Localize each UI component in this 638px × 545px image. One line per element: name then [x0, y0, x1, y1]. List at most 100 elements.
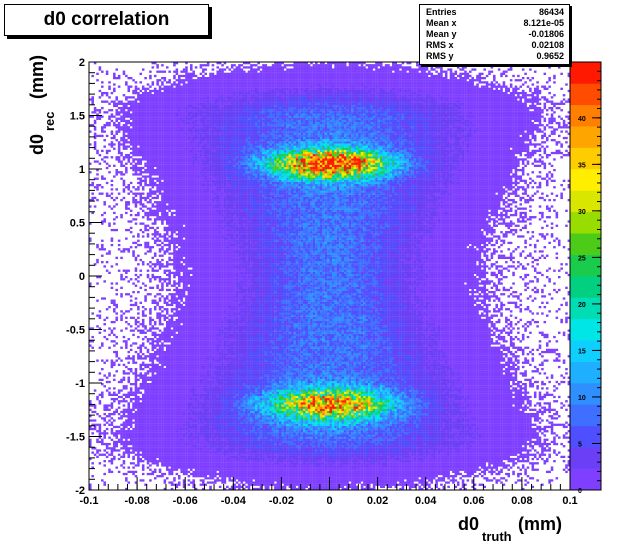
heatmap-cell	[267, 460, 270, 462]
heatmap-cell	[406, 466, 409, 468]
heatmap-cell	[113, 445, 116, 447]
heatmap-cell	[507, 456, 510, 458]
heatmap-cell	[277, 432, 280, 434]
heatmap-cell	[349, 464, 352, 466]
heatmap-cell	[421, 484, 424, 486]
heatmap-cell	[310, 464, 313, 466]
heatmap-cell	[221, 473, 224, 475]
heatmap-cell	[481, 454, 484, 456]
heatmap-cell	[164, 437, 167, 439]
heatmap-cell	[411, 441, 414, 443]
heatmap-cell	[553, 439, 556, 441]
heatmap-cell	[178, 454, 181, 456]
heatmap-cell	[315, 471, 318, 473]
heatmap-cell	[245, 486, 248, 488]
heatmap-cell	[255, 473, 258, 475]
heatmap-cell	[123, 462, 126, 464]
heatmap-cell	[236, 462, 239, 464]
heatmap-cell	[233, 437, 236, 439]
heatmap-cell	[274, 447, 277, 449]
heatmap-cell	[522, 449, 525, 451]
heatmap-cell	[378, 443, 381, 445]
heatmap-cell	[431, 460, 434, 462]
heatmap-cell	[183, 445, 186, 447]
heatmap-cell	[349, 445, 352, 447]
heatmap-cell	[173, 454, 176, 456]
heatmap-cell	[190, 473, 193, 475]
heatmap-cell	[262, 447, 265, 449]
heatmap-cell	[192, 456, 195, 458]
heatmap-cell	[356, 458, 359, 460]
heatmap-cell	[476, 432, 479, 434]
heatmap-cell	[445, 466, 448, 468]
heatmap-cell	[445, 432, 448, 434]
heatmap-cell	[180, 451, 183, 453]
heatmap-cell	[491, 445, 494, 447]
heatmap-cell	[140, 441, 143, 443]
heatmap-cell	[289, 432, 292, 434]
heatmap-cell	[443, 456, 446, 458]
heatmap-cell	[315, 447, 318, 449]
heatmap-cell	[354, 449, 357, 451]
heatmap-cell	[166, 451, 169, 453]
heatmap-cell	[433, 451, 436, 453]
heatmap-cell	[515, 437, 518, 439]
heatmap-cell	[527, 443, 530, 445]
heatmap-cell	[421, 481, 424, 483]
heatmap-cell	[106, 447, 109, 449]
heatmap-cell	[438, 464, 441, 466]
heatmap-cell	[445, 437, 448, 439]
heatmap-cell	[219, 443, 222, 445]
heatmap-cell	[320, 447, 323, 449]
heatmap-cell	[144, 447, 147, 449]
heatmap-cell	[366, 432, 369, 434]
heatmap-cell	[190, 434, 193, 436]
heatmap-cell	[361, 439, 364, 441]
heatmap-cell	[346, 477, 349, 479]
heatmap-cell	[493, 454, 496, 456]
heatmap-cell	[325, 471, 328, 473]
heatmap-cell	[322, 430, 325, 432]
heatmap-cell	[373, 449, 376, 451]
heatmap-cell	[361, 469, 364, 471]
heatmap-cell	[325, 430, 328, 432]
heatmap-cell	[156, 430, 159, 432]
heatmap-cell	[356, 473, 359, 475]
heatmap-cell	[204, 439, 207, 441]
heatmap-cell	[409, 456, 412, 458]
heatmap-cell	[219, 466, 222, 468]
heatmap-cell	[298, 443, 301, 445]
heatmap-cell	[325, 451, 328, 453]
heatmap-cell	[366, 479, 369, 481]
heatmap-cell	[366, 471, 369, 473]
heatmap-cell	[289, 479, 292, 481]
heatmap-cell	[397, 432, 400, 434]
heatmap-cell	[387, 443, 390, 445]
heatmap-cell	[385, 449, 388, 451]
heatmap-cell	[140, 447, 143, 449]
heatmap-cell	[387, 447, 390, 449]
heatmap-cell	[505, 439, 508, 441]
heatmap-cell	[479, 473, 482, 475]
heatmap-cell	[459, 443, 462, 445]
heatmap-cell	[332, 469, 335, 471]
heatmap-cell	[402, 481, 405, 483]
heatmap-cell	[156, 437, 159, 439]
heatmap-cell	[152, 456, 155, 458]
heatmap-cell	[180, 443, 183, 445]
heatmap-cell	[178, 443, 181, 445]
heatmap-cell	[204, 456, 207, 458]
heatmap-cell	[132, 430, 135, 432]
heatmap-cell	[450, 466, 453, 468]
heatmap-cell	[221, 451, 224, 453]
heatmap-cell	[464, 451, 467, 453]
heatmap-cell	[500, 439, 503, 441]
heatmap-cell	[327, 445, 330, 447]
heatmap-cell	[236, 481, 239, 483]
heatmap-cell	[164, 434, 167, 436]
heatmap-cell	[507, 454, 510, 456]
heatmap-cell	[447, 473, 450, 475]
heatmap-cell	[541, 449, 544, 451]
heatmap-cell	[248, 456, 251, 458]
heatmap-cell	[317, 456, 320, 458]
